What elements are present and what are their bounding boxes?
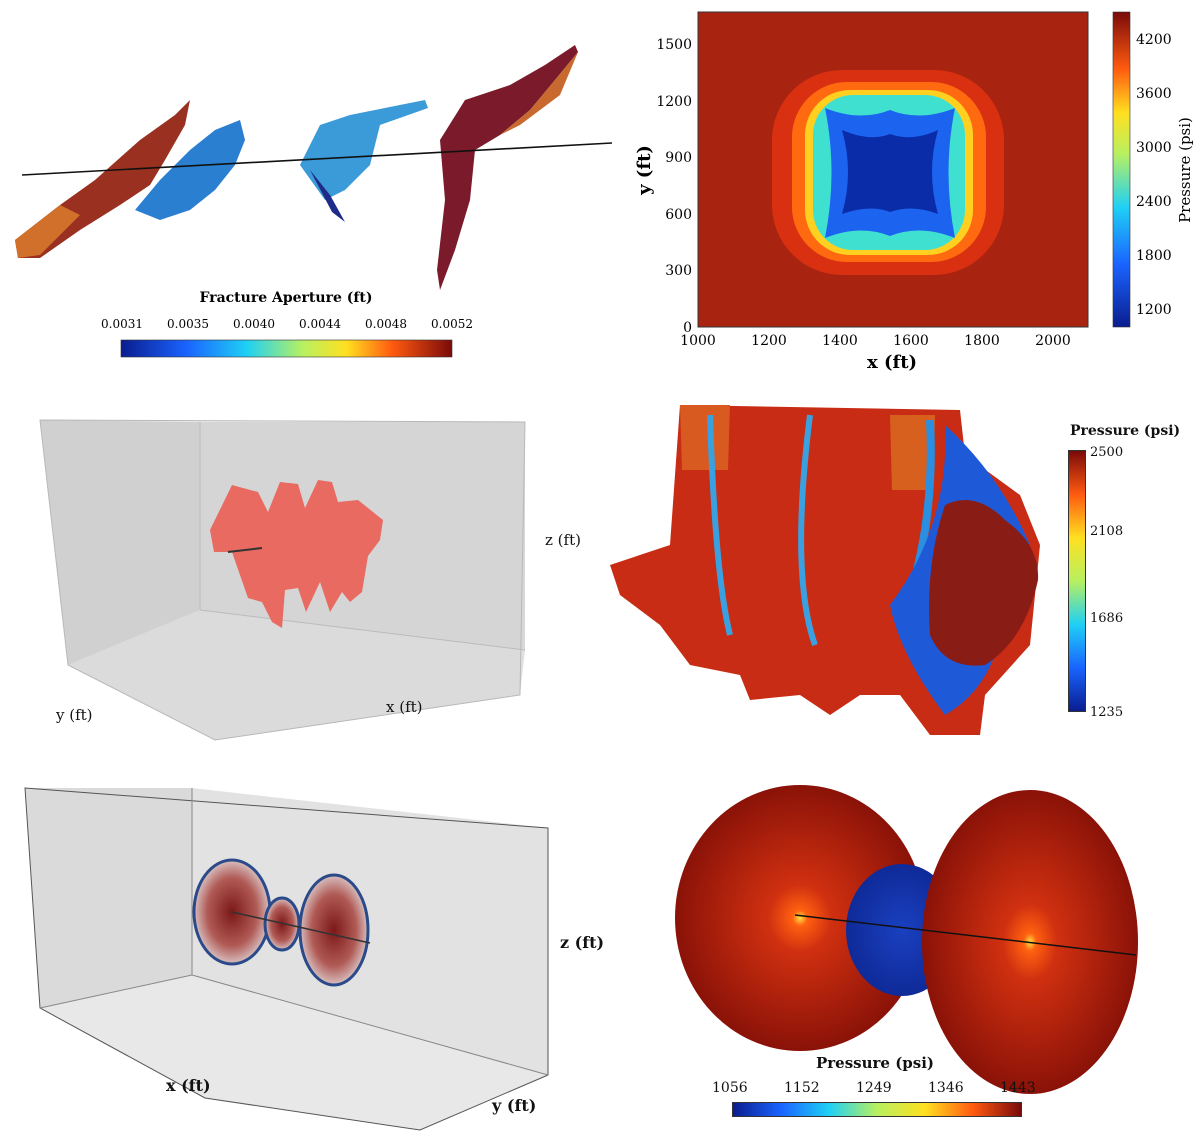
fracture-4	[437, 45, 578, 290]
slabs-tick-2108: 2108	[1090, 524, 1124, 539]
aperture-tick-4: 0.0044	[299, 317, 341, 331]
disk-tick-1249: 1249	[856, 1080, 892, 1096]
disk-colorbar-title: Pressure (psi)	[816, 1054, 935, 1072]
disk-box-y-label: y (ft)	[492, 1096, 537, 1115]
ytick-1200: 1200	[656, 94, 692, 110]
wellbore-line	[21, 142, 613, 176]
pressure-map-yticks: 0 300 600 900 1200 1500	[656, 37, 692, 336]
disk-tick-1152: 1152	[784, 1080, 820, 1096]
ytick-900: 900	[665, 150, 692, 166]
pressure-map-colorbar-label: Pressure (psi)	[1176, 117, 1194, 223]
pressure-wellbore	[794, 914, 1137, 956]
ytick-1500: 1500	[656, 37, 692, 53]
slabs-tick-1235: 1235	[1090, 705, 1124, 720]
xtick-1000: 1000	[680, 333, 716, 349]
fracture-surface	[210, 480, 383, 628]
box-disks-view	[24, 787, 549, 1131]
fracture-1-tip	[15, 205, 80, 258]
box-wellbore	[227, 547, 263, 553]
panel-3d-box-disks: z (ft) x (ft) y (ft)	[0, 770, 620, 1144]
box-edge-2	[199, 609, 526, 651]
slab-top-1	[680, 405, 730, 470]
xtick-1200: 1200	[751, 333, 787, 349]
disk-right	[298, 873, 370, 987]
pressure-map-frame	[697, 11, 1089, 328]
ytick-600: 600	[665, 207, 692, 223]
disk-tick-1443: 1443	[1000, 1080, 1036, 1096]
disk-box-bottom-face	[40, 975, 548, 1130]
disk-box-back-face	[192, 788, 548, 1075]
cbar-tick-2400: 2400	[1136, 194, 1172, 210]
fracture-aperture-plot: Fracture Aperture (ft) 0.0031 0.0035 0.0…	[15, 45, 613, 358]
disk-wellbore	[231, 911, 371, 944]
pressure-slabs-view	[610, 405, 1040, 735]
cbar-tick-3600: 3600	[1136, 86, 1172, 102]
disk-pressure-view	[675, 785, 1138, 1094]
panel-3d-pressure-slabs: Pressure (psi) 2500 2108 1686 1235	[600, 395, 1200, 765]
aperture-tick-1: 0.0031	[101, 317, 143, 331]
box-bottom-face	[68, 610, 525, 740]
disk-box-left-face	[25, 788, 192, 1008]
box-left-face	[40, 420, 200, 665]
panel-fracture-aperture: Fracture Aperture (ft) 0.0031 0.0035 0.0…	[0, 0, 620, 370]
slab-edge-2	[798, 414, 818, 647]
panel-disk-pressure: Pressure (psi) 1056 1152 1249 1346 1443	[620, 770, 1200, 1144]
disk-colorbar	[732, 1102, 1022, 1117]
cbar-tick-4200: 4200	[1136, 32, 1172, 48]
disk-box-x-label: x (ft)	[166, 1076, 211, 1095]
panel-3d-box-fractures: z (ft) x (ft) y (ft)	[0, 380, 620, 760]
pressure-map-plot: 0 300 600 900 1200 1500 1000 1200 1400 1…	[634, 11, 1194, 373]
box-y-label: y (ft)	[56, 706, 93, 724]
aperture-tick-2: 0.0035	[167, 317, 209, 331]
ytick-0: 0	[683, 320, 692, 336]
aperture-tick-3: 0.0040	[233, 317, 275, 331]
pressure-map-colorbar	[1112, 11, 1131, 328]
box-fractures-view	[39, 419, 526, 741]
aperture-tick-5: 0.0048	[365, 317, 407, 331]
slab-edge-1	[707, 414, 733, 636]
slabs-colorbar	[1068, 450, 1086, 712]
fracture-3-tail	[310, 170, 345, 222]
pressure-map-xticks: 1000 1200 1400 1600 1800 2000	[680, 333, 1071, 349]
aperture-colorbar	[120, 339, 453, 358]
slabs-tick-1686: 1686	[1090, 611, 1124, 626]
pressure-map-ylabel: y (ft)	[634, 145, 655, 196]
aperture-colorbar-ticks: 0.0031 0.0035 0.0040 0.0044 0.0048 0.005…	[101, 317, 473, 331]
fracture-2	[135, 120, 245, 220]
pressure-map-xlabel: x (ft)	[867, 352, 917, 373]
fracture-3	[300, 100, 428, 200]
slabs-tick-2500: 2500	[1090, 445, 1124, 460]
box-x-label: x (ft)	[386, 698, 423, 716]
disk-tick-1056: 1056	[712, 1080, 748, 1096]
disk-box-edge-2	[191, 974, 549, 1076]
slabs-colorbar-title: Pressure (psi)	[1070, 423, 1181, 439]
cbar-tick-1800: 1800	[1136, 248, 1172, 264]
pressure-map-colorbar-ticks: 1200 1800 2400 3000 3600 4200	[1136, 32, 1172, 318]
cbar-tick-3000: 3000	[1136, 140, 1172, 156]
slab-dark-blob	[929, 500, 1039, 666]
xtick-1600: 1600	[893, 333, 929, 349]
disk-box-z-label: z (ft)	[560, 933, 605, 952]
pressure-disk-left	[675, 785, 925, 1051]
slab-top-2	[890, 415, 935, 490]
pressure-core-zone	[842, 130, 938, 214]
xtick-1800: 1800	[964, 333, 1000, 349]
aperture-tick-6: 0.0052	[431, 317, 473, 331]
aperture-colorbar-title: Fracture Aperture (ft)	[200, 290, 373, 306]
xtick-1400: 1400	[822, 333, 858, 349]
disk-tick-1346: 1346	[928, 1080, 964, 1096]
cbar-tick-1200: 1200	[1136, 302, 1172, 318]
disk-box-edge-3	[39, 974, 193, 1009]
ytick-300: 300	[665, 263, 692, 279]
xtick-2000: 2000	[1035, 333, 1071, 349]
box-z-label: z (ft)	[545, 531, 581, 549]
panel-pressure-map: 0 300 600 900 1200 1500 1000 1200 1400 1…	[620, 0, 1200, 380]
